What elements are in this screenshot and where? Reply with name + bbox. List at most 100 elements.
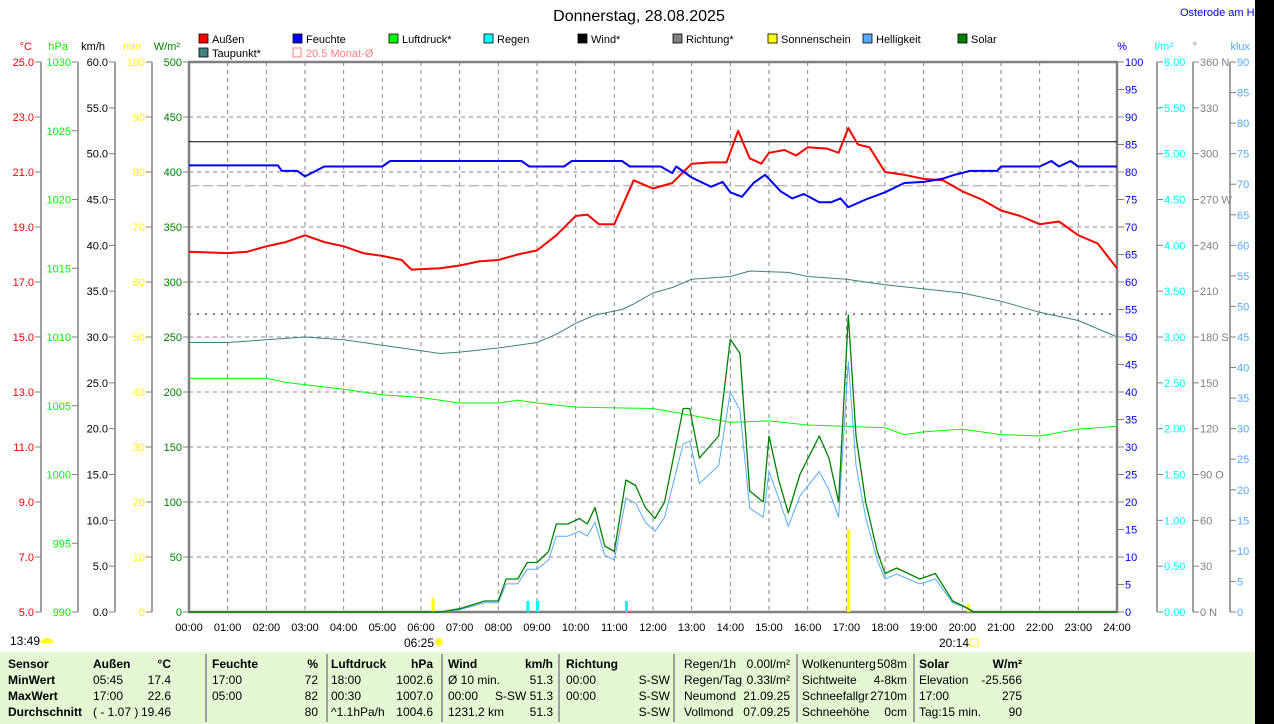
series-solar: [189, 314, 1117, 613]
cell-label: 1231.2 km: [448, 705, 505, 719]
bar-sonnenschein: [431, 598, 435, 612]
axis-tick-label: 35: [1237, 393, 1249, 405]
axis-unit: %: [1117, 41, 1127, 53]
axis-tick-label: 100: [1125, 57, 1143, 69]
legend-swatch: [388, 33, 399, 44]
x-tick-label: 20:00: [949, 622, 977, 634]
axis-tick-label: 19.0: [13, 222, 34, 234]
axis-tick-label: 13.0: [13, 387, 34, 399]
axis-tick-label: 40: [133, 387, 145, 399]
cell-value: 80: [304, 705, 318, 719]
sunset-icon: [969, 638, 979, 647]
x-tick-label: 23:00: [1065, 622, 1093, 634]
x-tick-label: 16:00: [794, 622, 822, 634]
legend-item-3: Regen: [483, 33, 529, 46]
axis-tick-label: 21.0: [13, 167, 34, 179]
table-row: Durchschnitt: [8, 704, 88, 720]
cell-value: 0cm: [884, 705, 907, 719]
cell-value: S-SW 51.3: [494, 689, 553, 703]
table-row: 05:00 82: [212, 688, 318, 704]
cell-label: Elevation: [919, 673, 969, 687]
cell-value: 72: [304, 673, 318, 687]
axis-tick-label: 995: [53, 538, 71, 550]
axis-unit: klux: [1230, 41, 1250, 53]
axis-tick-label: 0.50: [1164, 561, 1185, 573]
axis-tick-label: 5.00: [1164, 149, 1185, 161]
axis-rain: l/m² 0.00 0.50 1.00 1.50 2.00 2.50 3.00 3.50 4.00…: [1155, 41, 1186, 619]
table-row: MinWert: [8, 672, 88, 688]
axis-tick-label: 95: [1125, 85, 1137, 97]
axis-tick-label: 60: [133, 277, 145, 289]
x-tick-label: 08:00: [485, 622, 513, 634]
cell-label: 00:00: [566, 689, 597, 703]
table-panel-3: Luftdruck hPa 18:00 1002.6 00:30 1007.0 ^1.1hP…: [331, 656, 433, 722]
legend-label: Richtung*: [686, 34, 734, 46]
table-divider: [205, 654, 207, 722]
table-row: Außen °C: [93, 656, 171, 672]
axis-hum: % 0 5 10 15 20 25 30 35 40 45 50 55 60 65 70 75 80 85 90 95 1…: [1117, 41, 1143, 619]
location-link[interactable]: Osterode am Ha: [1180, 7, 1262, 19]
legend-label: Wind*: [591, 34, 621, 46]
axis-temp: °C 5.0 7.0 9.0 11.0 13.0 15.0 17.0 19.0 21.0 23.0 2…: [13, 41, 42, 619]
legend-swatch: [292, 33, 303, 44]
x-tick-label: 03:00: [291, 622, 319, 634]
axis-tick-label: 80: [1237, 118, 1249, 130]
axis-tick-label: 60: [1125, 277, 1137, 289]
table-row: S-SW: [566, 704, 670, 720]
axis-tick-label: 150: [1200, 378, 1218, 390]
legend-swatch: [862, 33, 873, 44]
cell-value: km/h: [524, 657, 553, 671]
axis-tick-label: 0.0: [93, 607, 108, 619]
axis-tick-label: 20: [1237, 485, 1249, 497]
bar-sonnenschein: [967, 603, 971, 612]
legend-swatch: [483, 33, 494, 44]
cell-label: Tag:15 min.: [919, 705, 982, 719]
cell-label: Vollmond: [684, 705, 734, 719]
axis-tick-label: 4.50: [1164, 195, 1185, 207]
axis-unit: W/m²: [154, 41, 181, 53]
axis-tick-label: 210: [1200, 286, 1218, 298]
axis-tick-label: 1020: [47, 195, 71, 207]
legend-label: Luftdruck*: [402, 34, 452, 46]
table-row: Schneehöhe 0cm: [802, 704, 907, 720]
legend-item-7: Helligkeit: [862, 33, 921, 46]
cell-label: Sensor: [8, 657, 49, 671]
legend-swatch: [292, 47, 302, 58]
axis-tick-label: 11.0: [13, 442, 34, 454]
cell-value: %: [307, 657, 318, 671]
axis-tick-label: 2.00: [1164, 424, 1185, 436]
table-row: Solar W/m²: [919, 656, 1022, 672]
axis-tick-label: 10: [133, 552, 145, 564]
axis-tick-label: 35.0: [87, 286, 108, 298]
table-row: 1231.2 km 51.3: [448, 704, 553, 720]
axis-tick-label: 330: [1200, 103, 1218, 115]
table-row: 17:00 22.6: [93, 688, 171, 704]
axis-tick-label: 75: [1237, 149, 1249, 161]
axis-tick-label: 40: [1125, 387, 1137, 399]
legend-swatch: [577, 33, 588, 44]
axis-tick-label: 20.0: [87, 424, 108, 436]
x-tick-label: 21:00: [987, 622, 1015, 634]
cell-value: 51.3: [529, 673, 553, 687]
legend-label: Solar: [971, 34, 997, 46]
cell-value: 1004.6: [396, 705, 433, 719]
cell-value: 508m: [876, 657, 907, 671]
cell-value: S-SW: [638, 689, 670, 703]
cell-label: 00:00: [448, 689, 479, 703]
cell-label: 05:00: [212, 689, 243, 703]
axis-sunmin: min 0 10 20 30 40 50 60 70 80 90 100: [123, 41, 153, 619]
x-tick-label: 05:00: [369, 622, 397, 634]
axis-tick-label: 40: [1237, 363, 1249, 375]
cell-value: 275: [1001, 689, 1022, 703]
series-außen: [188, 127, 1118, 271]
axis-tick-label: 55: [1237, 271, 1249, 283]
axis-tick-label: 20: [133, 497, 145, 509]
axis-unit: °: [1193, 41, 1197, 53]
axis-tick-label: 50: [1125, 332, 1137, 344]
axis-tick-label: 1000: [47, 470, 71, 482]
axis-tick-label: 50: [133, 332, 145, 344]
cell-value: S-SW: [638, 673, 670, 687]
axis-tick-label: 0: [1125, 607, 1131, 619]
axis-unit: hPa: [48, 41, 68, 53]
x-tick-label: 15:00: [755, 622, 783, 634]
